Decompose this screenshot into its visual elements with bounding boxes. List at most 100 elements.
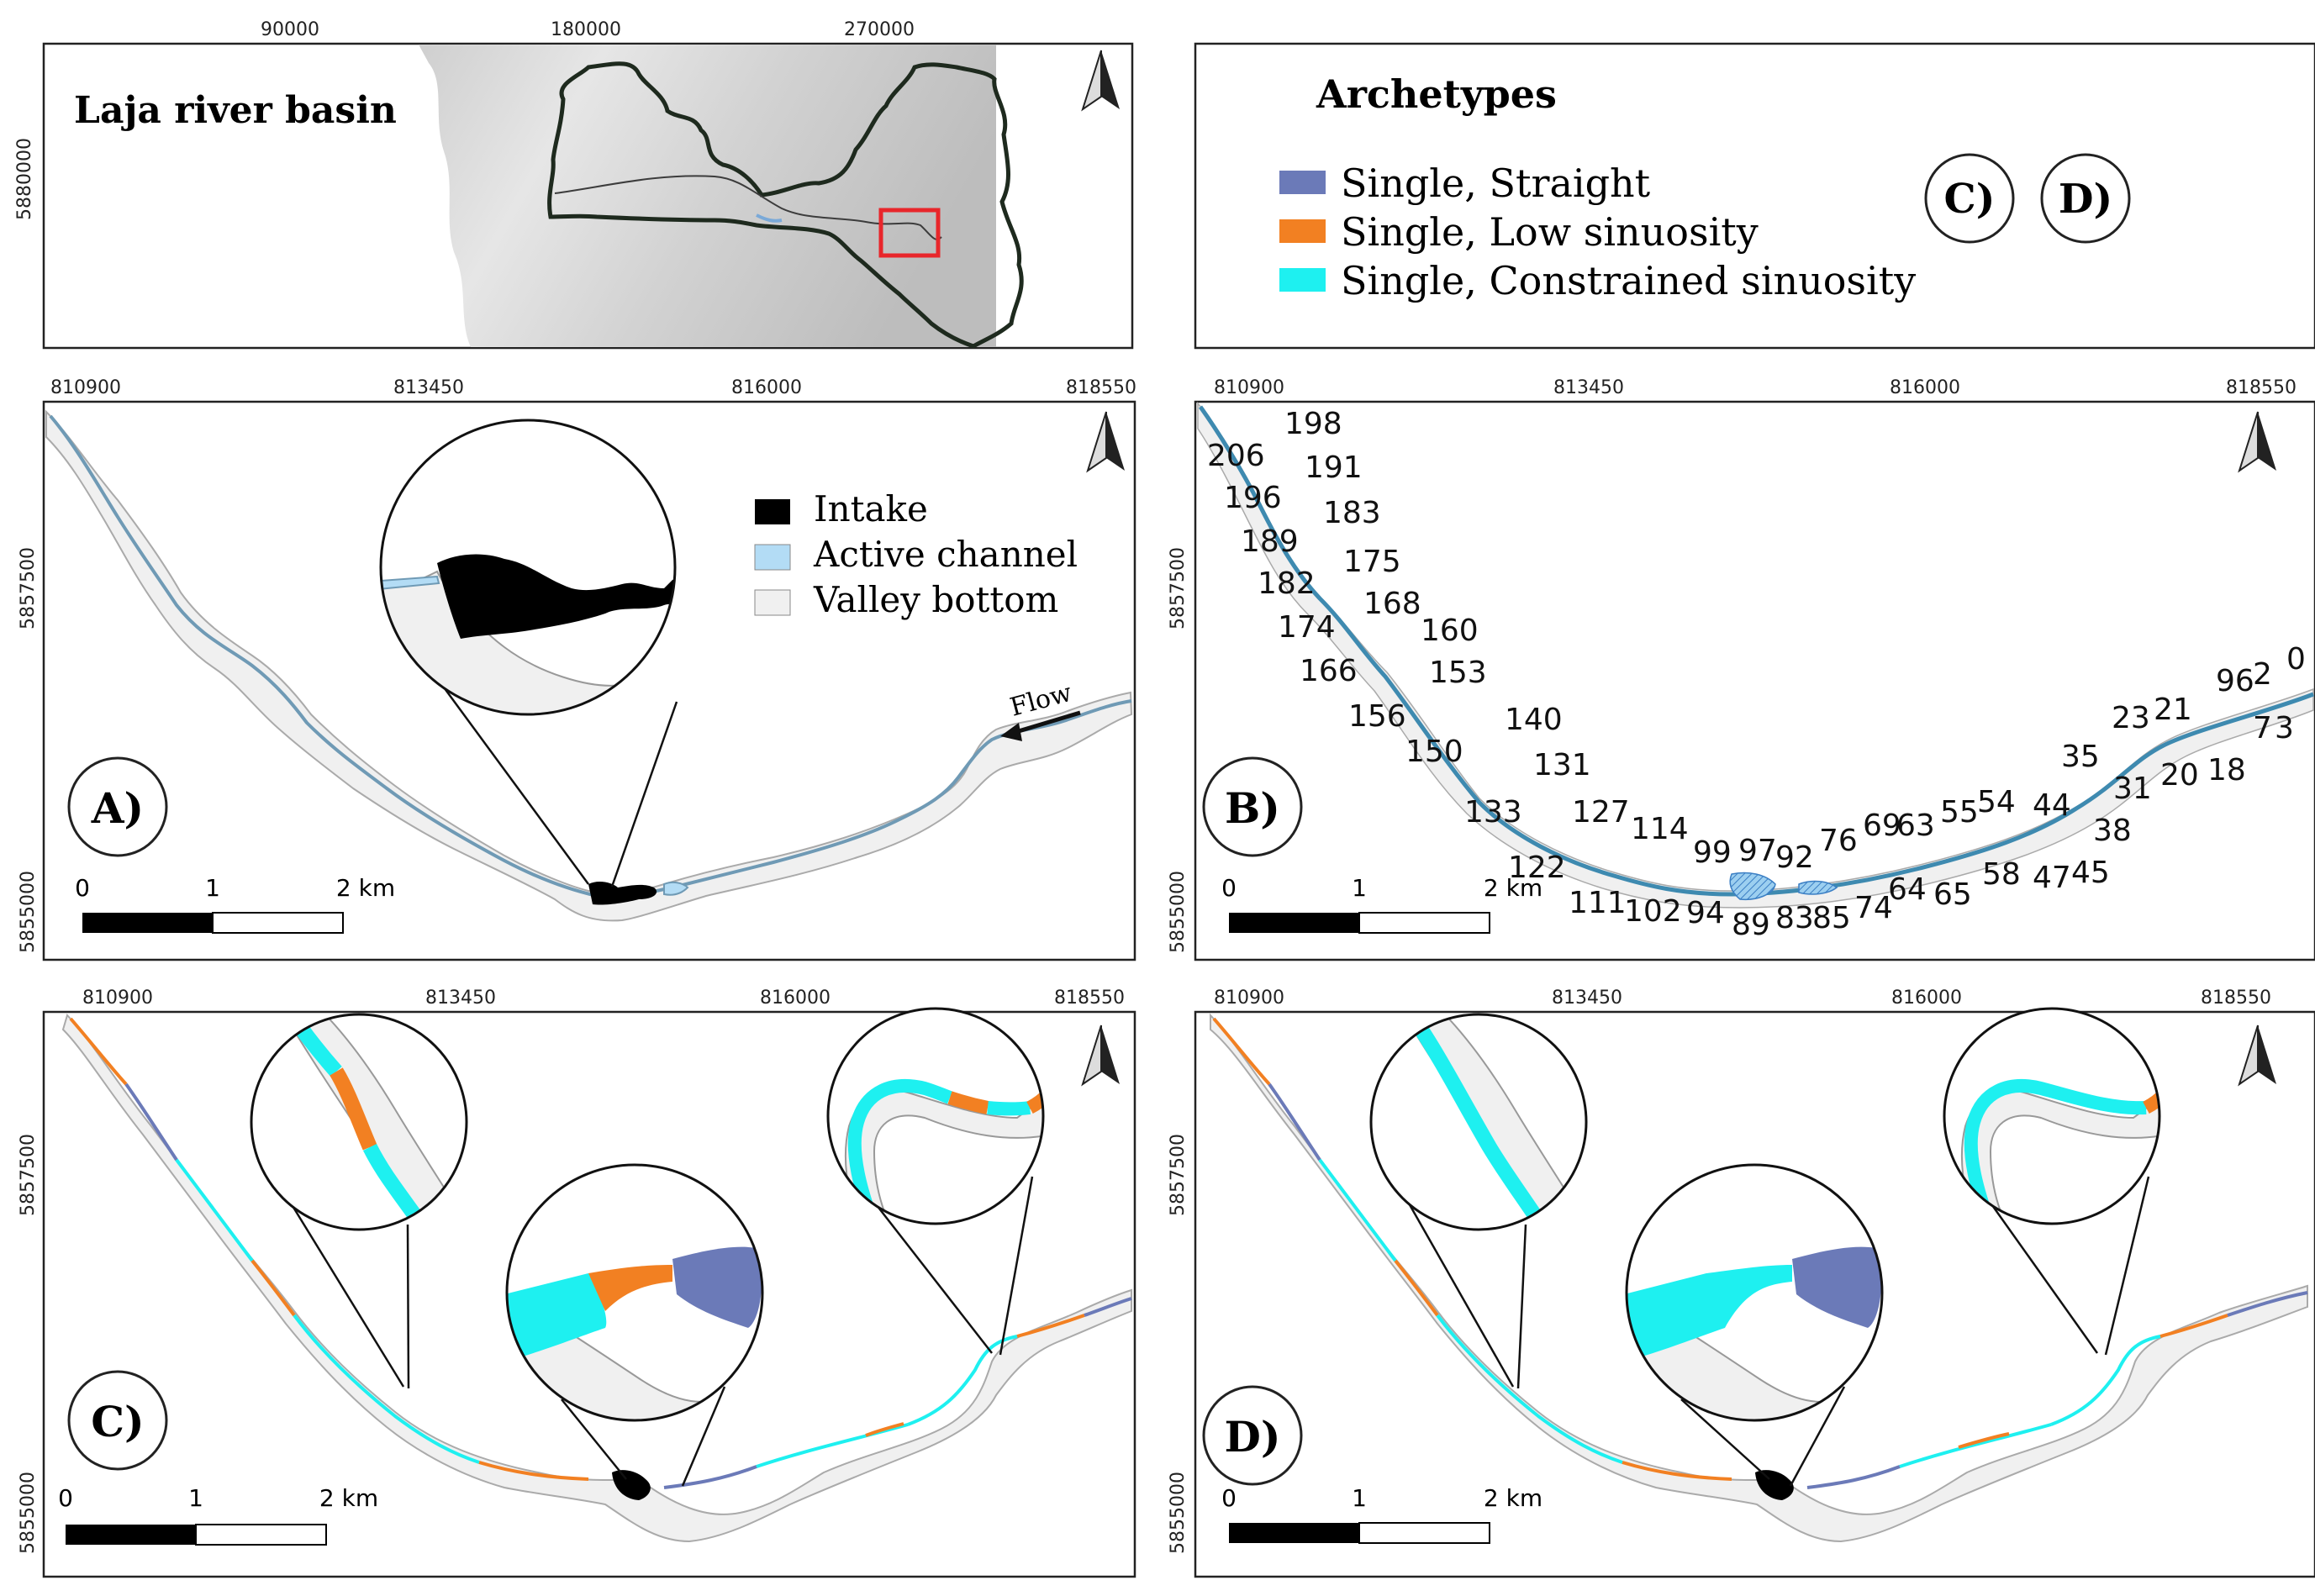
panel-d-river-blue-2 <box>1806 1465 1901 1489</box>
segment-label-196: 196 <box>1224 481 1282 515</box>
panel-c-intake <box>612 1470 651 1500</box>
panel-c-river-blue-3 <box>1084 1297 1132 1317</box>
segment-label-3: 3 <box>2275 711 2294 745</box>
scale-label-2km: 2 km <box>336 874 395 902</box>
panel-a-y-tick-1: 5857500 <box>18 547 39 629</box>
archetypes-title: Archetypes <box>1316 71 1557 117</box>
panel-d-inset-1-cyan <box>1407 1014 1547 1227</box>
panel-c-x-tick-2: 813450 <box>425 988 496 1009</box>
panel-c-inset-2-orange <box>588 1265 672 1311</box>
segment-label-89: 89 <box>1732 908 1770 942</box>
panel-d-intake <box>1755 1470 1794 1500</box>
flow-arrow-icon <box>1000 710 1081 741</box>
panel-c-scale-bar: 0 1 2 km <box>58 1484 378 1546</box>
segment-label-182: 182 <box>1258 566 1316 601</box>
segment-label-131: 131 <box>1533 748 1591 782</box>
panel-d-x-tick-3: 816000 <box>1891 988 1962 1009</box>
segment-label-206: 206 <box>1207 439 1265 473</box>
panel-c-inset-3-orange-a <box>947 1091 989 1114</box>
panel-c-x-tick-1: 810900 <box>82 988 153 1009</box>
panel-c-river-orange-4 <box>865 1422 904 1437</box>
segment-label-92: 92 <box>1775 840 1814 875</box>
segment-label-47: 47 <box>2033 861 2071 895</box>
panel-c-river-cyan-1 <box>175 1158 254 1262</box>
scale-label-2km: 2 km <box>1484 1484 1542 1512</box>
panel-d-leader-1a <box>1406 1201 1515 1388</box>
legend-badge-c: C) <box>1944 176 1996 223</box>
segment-label-76: 76 <box>1819 824 1858 858</box>
panel-a-zoom-leader-1 <box>435 677 590 885</box>
segment-label-69: 69 <box>1863 809 1901 843</box>
panel-d-scale-bar: 0 1 2 km <box>1221 1484 1542 1544</box>
panel-d-inset-3-orange <box>2143 1081 2159 1114</box>
panel-d-river-cyan-1 <box>1318 1158 1397 1262</box>
legend-badge-d: D) <box>2059 176 2112 223</box>
panel-a-y-tick-2: 5855000 <box>18 871 39 953</box>
swatch-single-straight <box>1279 171 1326 194</box>
panel-c-leader-2b <box>681 1386 726 1487</box>
segment-label-45: 45 <box>2071 856 2110 890</box>
panel-c-leader-2a <box>561 1398 627 1480</box>
north-arrow-icon <box>2238 1024 2276 1087</box>
panel-b-x-tick-4: 818550 <box>2226 377 2297 398</box>
segment-label-65: 65 <box>1933 877 1972 912</box>
panel-c-river-orange-5 <box>1016 1314 1085 1338</box>
overview-y-tick: 5880000 <box>14 138 35 220</box>
panel-d-river-blue-1 <box>1268 1082 1321 1161</box>
panel-c-river-blue-1 <box>124 1082 178 1161</box>
panel-d-river-cyan-3 <box>1899 1423 2052 1468</box>
panel-c-x-tick-3: 816000 <box>760 988 831 1009</box>
panel-d-inset-2-cyan <box>1627 1265 1792 1362</box>
segment-label-7: 7 <box>2253 711 2272 745</box>
segment-label-35: 35 <box>2061 740 2100 774</box>
panel-d-valley-bottom <box>1210 1013 2308 1543</box>
segment-label-174: 174 <box>1278 610 1336 645</box>
panel-c-inset-2-blue <box>672 1246 762 1328</box>
panel-d-river-cyan-4 <box>2050 1335 2161 1426</box>
panel-c-river-orange-3 <box>478 1461 589 1481</box>
panel-b-x-tick-2: 813450 <box>1553 377 1624 398</box>
panel-b-hatched-reach-2 <box>1798 880 1838 895</box>
panel-d-leader-2a <box>1680 1398 1770 1480</box>
scale-label-1: 1 <box>1352 874 1367 902</box>
panel-c-inset-upper-reach <box>250 1013 468 1231</box>
panel-c-river-orange-2 <box>250 1259 296 1317</box>
panel-b-x-tick-3: 816000 <box>1890 377 1960 398</box>
segment-label-85: 85 <box>1812 901 1851 935</box>
overview-main-river <box>554 175 942 240</box>
segment-label-150: 150 <box>1405 735 1463 769</box>
north-arrow-icon <box>2238 411 2276 473</box>
segment-label-140: 140 <box>1505 703 1563 737</box>
panel-d-x-tick-4: 818550 <box>2201 988 2271 1009</box>
panel-d-inset-2-blue <box>1792 1246 1882 1328</box>
panel-c-valley-bottom <box>61 1014 1132 1543</box>
segment-label-64: 64 <box>1888 872 1927 907</box>
overview-blue-reach <box>756 213 783 223</box>
panel-c-label: C) <box>91 1397 144 1446</box>
segment-label-183: 183 <box>1323 496 1381 530</box>
segment-label-102: 102 <box>1624 894 1682 929</box>
panel-b-label-circle <box>1202 756 1303 857</box>
panel-d-river-orange-1 <box>1212 1017 1271 1086</box>
segment-label-38: 38 <box>2093 814 2132 848</box>
segment-label-44: 44 <box>2033 788 2071 823</box>
panel-c-river-orange-1 <box>69 1017 128 1086</box>
panel-d-inset-upper-reach <box>1369 1013 1588 1231</box>
scale-label-1: 1 <box>188 1484 203 1512</box>
panel-c-label-circle <box>67 1370 168 1471</box>
swatch-single-low-sinuosity <box>1279 219 1326 243</box>
legend-swatch-valley-bottom <box>754 589 791 616</box>
panel-b-river <box>1198 405 2314 897</box>
panel-d-x-tick-1: 810900 <box>1214 988 1284 1009</box>
overview-x-tick-1: 90000 <box>261 19 319 40</box>
panel-d-river-orange-3 <box>1622 1461 1732 1481</box>
panel-d-leader-2b <box>1789 1386 1846 1487</box>
segment-label-153: 153 <box>1429 656 1487 690</box>
segment-label-0: 0 <box>2286 642 2306 677</box>
scale-label-0: 0 <box>58 1484 73 1512</box>
panel-b-x-tick-1: 810900 <box>1214 377 1284 398</box>
panel-c-leader-3a <box>867 1193 993 1354</box>
segment-label-168: 168 <box>1363 587 1421 621</box>
legend-label-single-straight: Single, Straight <box>1341 161 1651 206</box>
segment-label-2: 2 <box>2253 657 2272 692</box>
